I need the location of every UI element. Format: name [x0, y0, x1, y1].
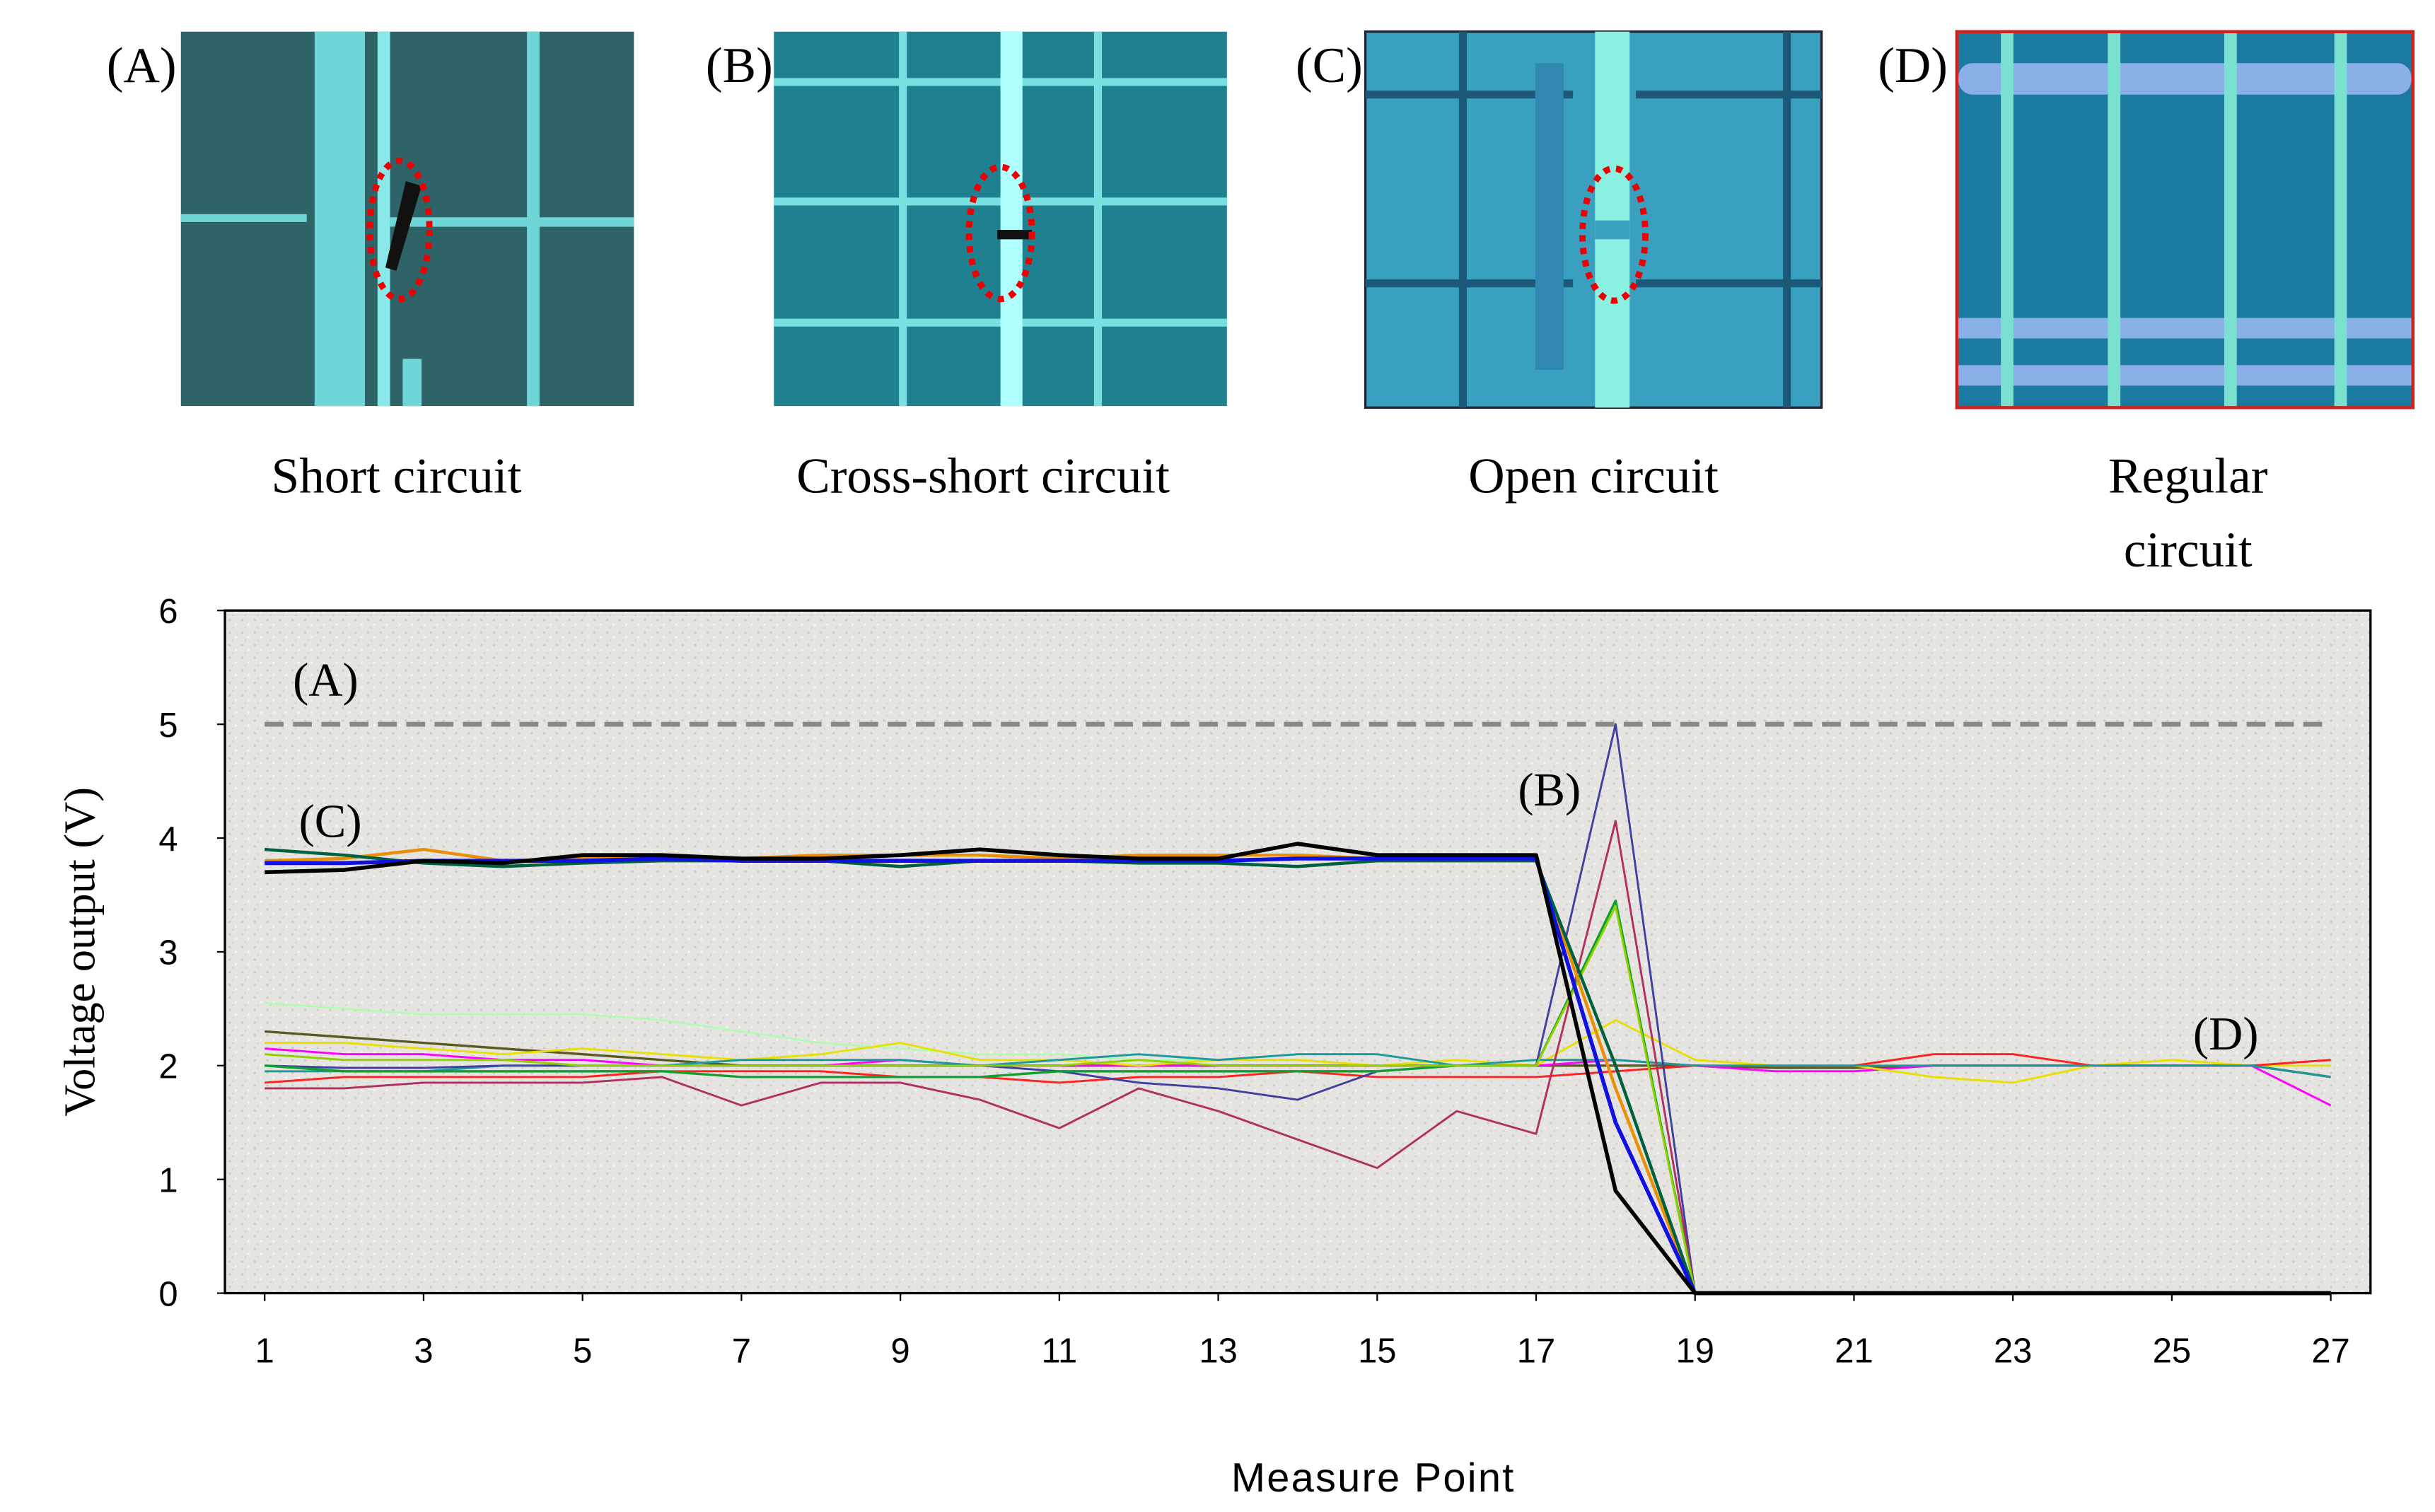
annotation: (C) — [299, 796, 362, 848]
x-tick-label: 7 — [732, 1332, 751, 1370]
x-tick-label: 3 — [414, 1332, 433, 1370]
panel-caption: Open circuit — [1468, 448, 1719, 504]
x-tick-label: 17 — [1517, 1332, 1555, 1370]
x-axis-label: Measure Point — [1231, 1455, 1516, 1501]
panel-tag: (D) — [1878, 38, 1948, 93]
panel-tag: (C) — [1296, 38, 1363, 93]
micrograph-b — [774, 31, 1227, 407]
micrograph-a — [180, 31, 634, 407]
y-tick-label: 0 — [158, 1275, 178, 1313]
series-line — [265, 842, 2331, 1296]
x-tick-label: 23 — [1994, 1332, 2032, 1370]
y-tick-label: 5 — [158, 706, 178, 745]
micrograph-d — [1955, 30, 2415, 409]
y-tick-label: 4 — [158, 820, 178, 859]
panel-labels: (A) Short circuit (B) Cross-short circuit (C… — [107, 38, 2268, 578]
x-tick-label: 13 — [1199, 1332, 1237, 1370]
panel-caption: Regular — [2108, 448, 2268, 504]
annotation: (A) — [293, 654, 359, 706]
annotation: (B) — [1518, 764, 1581, 816]
panel-caption: Short circuit — [272, 448, 522, 504]
annotation: (D) — [2193, 1008, 2259, 1060]
y-tick-label: 6 — [158, 593, 178, 631]
x-tick-label: 25 — [2153, 1332, 2191, 1370]
plot-area — [223, 609, 2372, 1295]
y-tick-label: 1 — [158, 1161, 178, 1199]
x-tick-label: 19 — [1676, 1332, 1714, 1370]
x-tick-label: 9 — [891, 1332, 910, 1370]
panel-tag: (B) — [706, 38, 773, 93]
series-line — [265, 1018, 2331, 1084]
x-tick-label: 27 — [2311, 1332, 2349, 1370]
y-axis-label: Voltage output (V) — [56, 787, 104, 1117]
panel-caption: circuit — [2124, 523, 2253, 578]
x-tick-label: 15 — [1358, 1332, 1396, 1370]
panel-caption: Cross-short circuit — [796, 448, 1170, 504]
x-tick-label: 21 — [1835, 1332, 1873, 1370]
y-tick-label: 2 — [158, 1048, 178, 1086]
x-tick-label: 1 — [255, 1332, 274, 1370]
x-tick-label: 11 — [1041, 1332, 1077, 1370]
x-tick-label: 5 — [573, 1332, 592, 1370]
y-tick-label: 3 — [158, 934, 178, 972]
micrograph-c — [1364, 30, 1823, 409]
panel-tag: (A) — [107, 38, 177, 93]
